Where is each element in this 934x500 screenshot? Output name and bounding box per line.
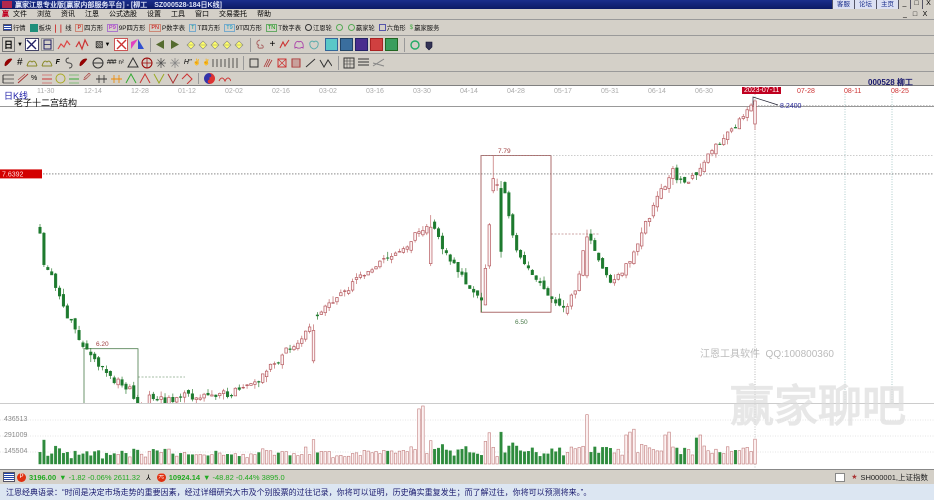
svg-text:6.50: 6.50 <box>515 319 528 326</box>
svg-text:8.2400: 8.2400 <box>780 103 802 110</box>
svg-text:老子十二宫结构: 老子十二宫结构 <box>14 97 77 108</box>
svg-text:7.79: 7.79 <box>498 148 511 155</box>
svg-text:6.20: 6.20 <box>96 341 109 348</box>
svg-text:7.6392: 7.6392 <box>2 171 24 178</box>
